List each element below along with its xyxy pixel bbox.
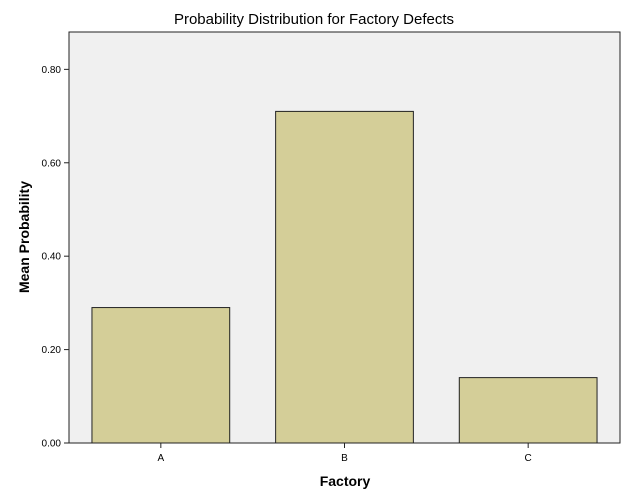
y-tick-label: 0.20 — [42, 345, 62, 356]
bar-C — [458, 377, 598, 444]
x-axis-label: Factory — [320, 473, 371, 489]
bar-A — [91, 307, 231, 444]
x-tick-label: A — [157, 453, 164, 464]
y-tick-label: 0.60 — [42, 158, 62, 169]
x-axis: A B C — [157, 443, 532, 464]
x-tick-label: C — [525, 453, 532, 464]
y-axis-label: Mean Probability — [16, 181, 32, 293]
x-tick-label: B — [341, 453, 348, 464]
bar-B — [275, 110, 414, 444]
bars-group — [91, 110, 598, 444]
chart-title: Probability Distribution for Factory Def… — [174, 11, 454, 28]
y-axis: 0.00 0.20 0.40 0.60 0.80 — [42, 65, 69, 450]
y-tick-label: 0.00 — [42, 439, 62, 450]
y-tick-label: 0.40 — [42, 252, 62, 263]
y-tick-label: 0.80 — [42, 65, 62, 76]
